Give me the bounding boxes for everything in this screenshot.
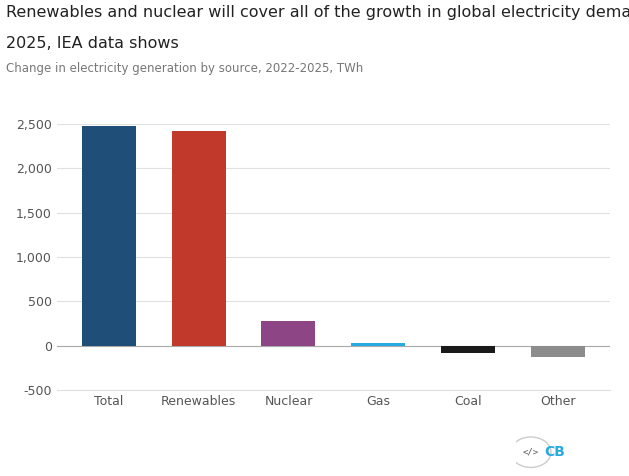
Bar bbox=[262, 321, 315, 346]
Text: CB: CB bbox=[545, 445, 565, 459]
Text: 2025, IEA data shows: 2025, IEA data shows bbox=[6, 36, 179, 51]
Text: Change in electricity generation by source, 2022-2025, TWh: Change in electricity generation by sour… bbox=[6, 62, 364, 75]
Text: Renewables and nuclear will cover all of the growth in global electricity demand: Renewables and nuclear will cover all of… bbox=[6, 5, 629, 20]
Bar bbox=[441, 346, 495, 353]
Text: </>: </> bbox=[523, 448, 539, 456]
Bar bbox=[531, 346, 585, 357]
Bar bbox=[82, 126, 136, 346]
Bar bbox=[172, 131, 226, 346]
Bar bbox=[352, 343, 405, 346]
